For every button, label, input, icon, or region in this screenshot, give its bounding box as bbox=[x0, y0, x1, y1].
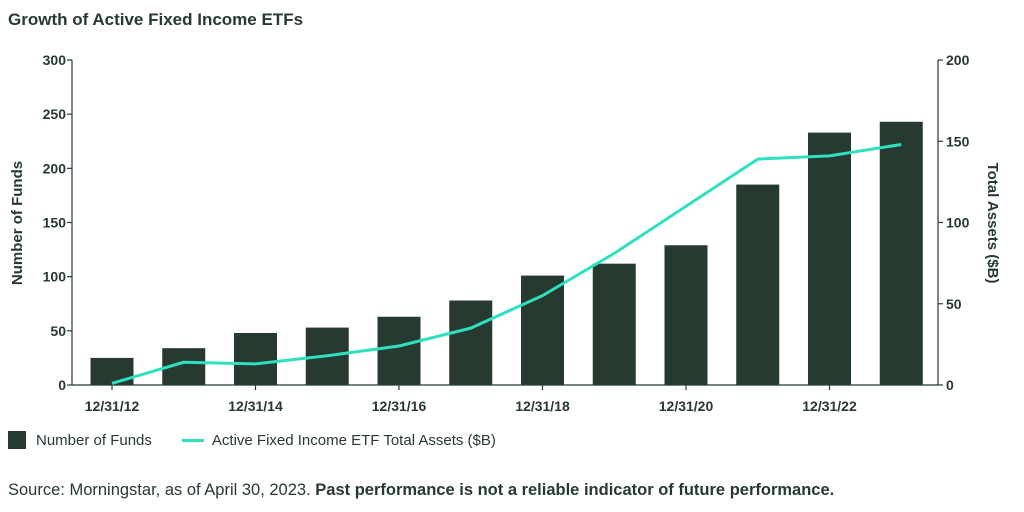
line-series bbox=[111, 143, 902, 385]
bar-12/31/22 bbox=[808, 132, 851, 385]
bar-12/31/16 bbox=[377, 316, 421, 385]
bar-12/31/17 bbox=[449, 300, 493, 385]
left-tick-label: 300 bbox=[43, 52, 67, 68]
bar-12/31/14 bbox=[234, 333, 277, 385]
legend-item-assets: Active Fixed Income ETF Total Assets ($B… bbox=[181, 431, 496, 449]
x-tick-label: 12/31/12 bbox=[85, 398, 140, 414]
x-tick-label: 12/31/14 bbox=[228, 398, 283, 414]
source-note: Source: Morningstar, as of April 30, 202… bbox=[8, 481, 834, 500]
disclaimer-text: Past performance is not a reliable indic… bbox=[315, 481, 835, 499]
legend-line-swatch bbox=[181, 438, 204, 442]
legend-label-funds: Number of Funds bbox=[36, 431, 152, 449]
source-text: Source: Morningstar, as of April 30, 202… bbox=[8, 481, 311, 499]
assets-line bbox=[111, 143, 902, 385]
right-tick-label: 150 bbox=[946, 133, 970, 149]
right-tick-label: 50 bbox=[946, 296, 962, 312]
left-tick-label: 50 bbox=[50, 323, 66, 339]
bar-12/31/19 bbox=[592, 263, 636, 385]
right-tick-label: 200 bbox=[946, 52, 970, 68]
x-tick-label: 12/31/20 bbox=[659, 398, 714, 414]
left-tick-label: 100 bbox=[43, 269, 67, 285]
x-tick-label: 12/31/22 bbox=[802, 398, 857, 414]
legend-item-funds: Number of Funds bbox=[8, 431, 152, 449]
bar-12/31/20 bbox=[664, 245, 708, 385]
left-tick-label: 200 bbox=[43, 160, 67, 176]
chart-title: Growth of Active Fixed Income ETFs bbox=[8, 10, 304, 29]
left-tick-label: 150 bbox=[43, 215, 67, 231]
bar-4/30/23 bbox=[879, 121, 923, 385]
x-tick-label: 12/31/16 bbox=[372, 398, 427, 414]
bar-series bbox=[90, 121, 923, 385]
left-tick-label: 0 bbox=[58, 377, 66, 393]
legend-bar-swatch bbox=[8, 431, 26, 449]
right-tick-label: 0 bbox=[946, 377, 954, 393]
left-tick-label: 250 bbox=[43, 106, 67, 122]
right-tick-label: 100 bbox=[946, 215, 970, 231]
bar-12/31/18 bbox=[521, 275, 564, 385]
tick-labels: 0 50 100 150 200 250 300 0 50 100 150 200 12/31/12 12… bbox=[43, 52, 970, 414]
legend-label-assets: Active Fixed Income ETF Total Assets ($B… bbox=[211, 431, 496, 449]
chart-plot: 0 50 100 150 200 250 300 0 50 100 150 200 12/31/12 12… bbox=[9, 52, 1001, 414]
bar-12/31/21 bbox=[736, 184, 780, 385]
left-axis-title: Number of Funds bbox=[9, 161, 26, 285]
x-tick-label: 12/31/18 bbox=[515, 398, 570, 414]
legend: Number of Funds Active Fixed Income ETF … bbox=[8, 431, 526, 449]
right-axis-title: Total Assets ($B) bbox=[984, 163, 1001, 284]
bar-12/31/12 bbox=[90, 357, 134, 385]
